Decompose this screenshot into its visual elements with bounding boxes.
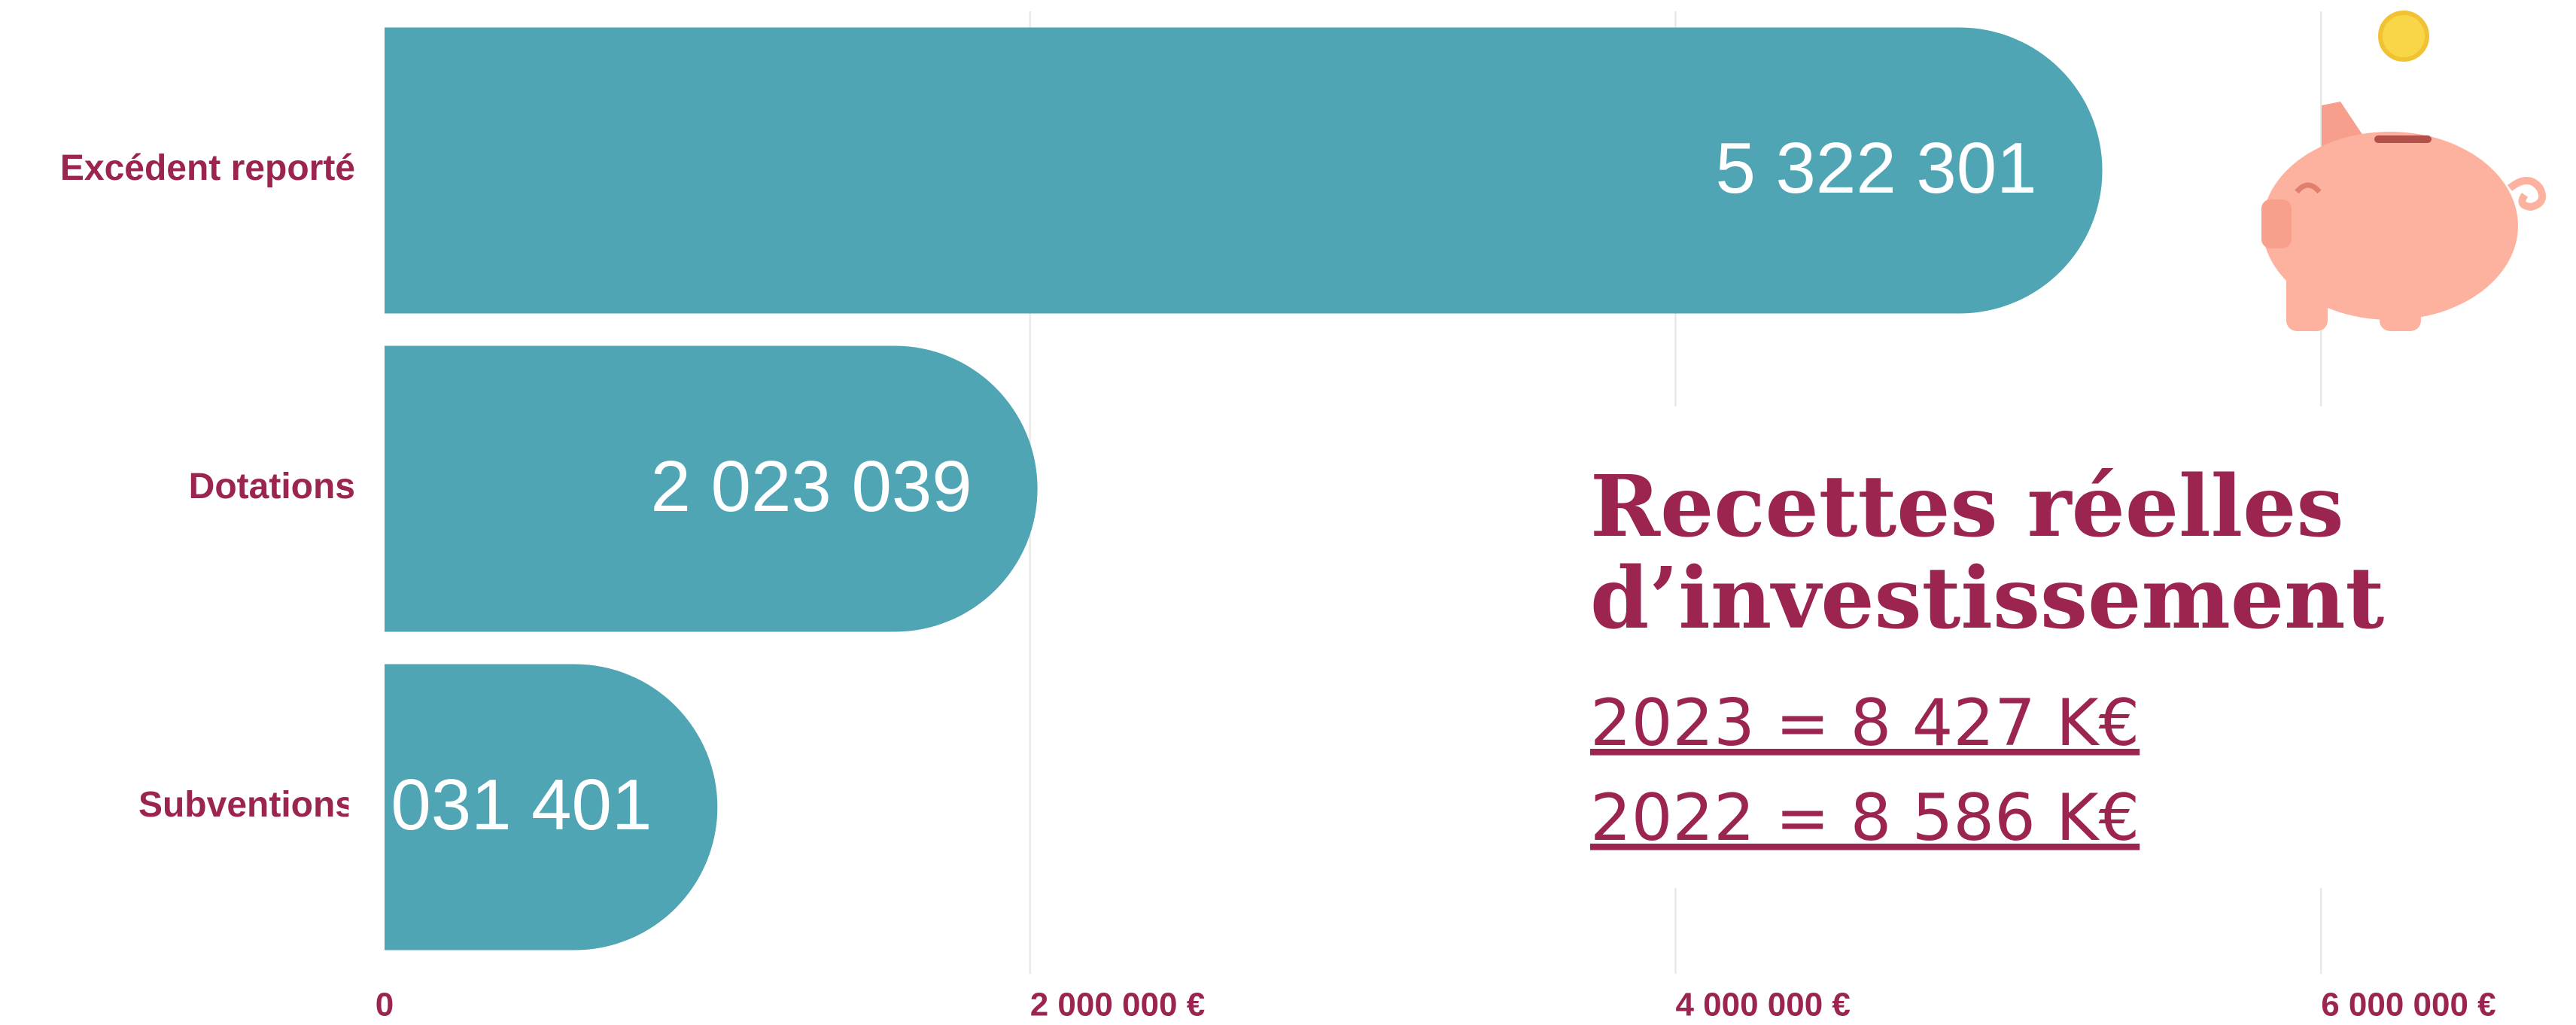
x-tick-label: 4 000 000 € xyxy=(1675,987,1850,1023)
y-tick-label: Subventions xyxy=(138,785,355,825)
y-tick-label: Excédent reporté xyxy=(60,148,355,188)
x-tick-label: 6 000 000 € xyxy=(2321,987,2495,1023)
annotation-total: 2022 = 8 586 K€ xyxy=(1590,780,2140,856)
y-tick-label: Dotations xyxy=(189,467,355,506)
piggy-bank-icon xyxy=(2261,13,2542,331)
annotation-title: Recettes réelles xyxy=(1590,458,2344,556)
chart: Recettes réelles d’investissement 2023 =… xyxy=(0,0,2576,1025)
value-label: 2 023 039 xyxy=(651,446,972,527)
x-tick-label: 0 xyxy=(376,987,394,1023)
value-label: 5 322 301 xyxy=(1715,128,2036,208)
x-tick-label: 2 000 000 € xyxy=(1030,987,1205,1023)
annotation-total: 2023 = 8 427 K€ xyxy=(1590,686,2140,761)
annotation-title: d’investissement xyxy=(1590,549,2385,648)
value-label: 1 031 401 xyxy=(330,765,652,845)
